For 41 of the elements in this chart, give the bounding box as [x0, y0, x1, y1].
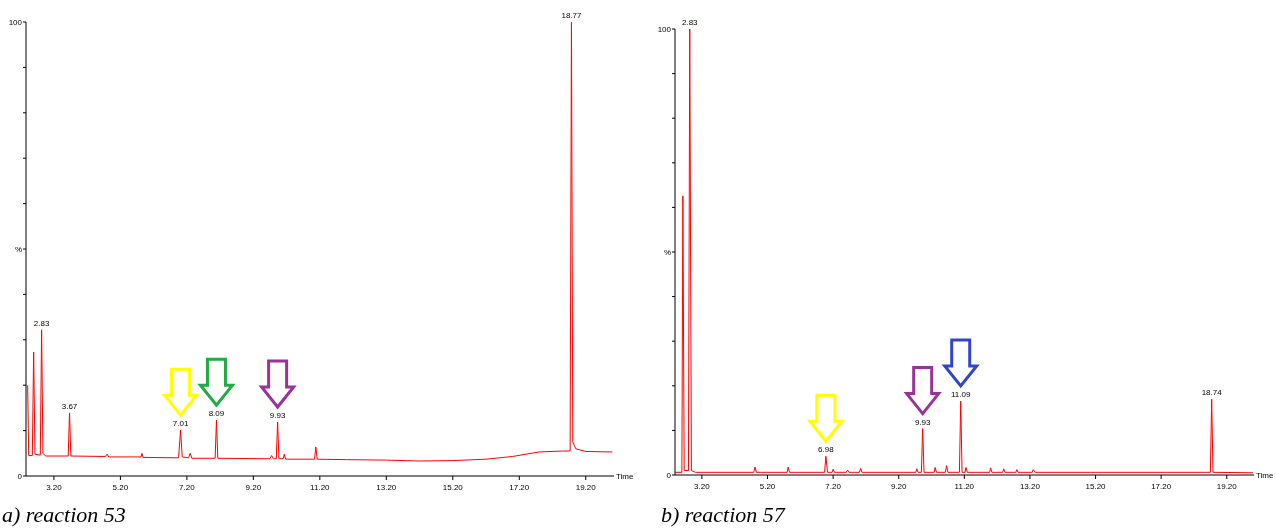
x-axis-title: Time: [1256, 471, 1275, 480]
y-tick-label: 100: [657, 24, 672, 34]
x-tick-label: 19.20: [575, 483, 597, 492]
x-tick-label: 15.20: [1085, 482, 1107, 491]
x-tick-label: 15.20: [442, 483, 464, 492]
x-tick-label: 5.20: [112, 483, 129, 492]
text: b) reaction 57: [661, 502, 786, 527]
x-tick-label: 5.20: [759, 482, 776, 491]
y-tick-label: %: [14, 244, 22, 254]
y-tick-label: 0: [17, 471, 23, 481]
x-axis-title: Time: [616, 472, 635, 481]
annotation: 18.77: [561, 11, 583, 20]
x-tick-label: 17.20: [509, 483, 530, 492]
x-tick-label: 11.20: [954, 482, 975, 491]
text: a) reaction 53: [2, 502, 126, 527]
annotation: 3.67: [61, 401, 78, 411]
annotation: 7.01: [172, 419, 189, 429]
annotation: 8.09: [208, 409, 225, 419]
x-tick-label: 13.20: [1019, 482, 1041, 491]
x-tick-label: 9.20: [890, 482, 908, 491]
x-tick-label: 9.20: [245, 483, 262, 492]
x-tick-label: 3.20: [46, 483, 63, 492]
x-tick-label: 7.20: [825, 482, 842, 491]
annotation: 9.93: [914, 417, 932, 427]
x-tick-label: 19.20: [1216, 482, 1238, 491]
y-tick-label: %: [663, 247, 671, 257]
y-tick-label: 100: [8, 17, 23, 27]
x-tick-label: 3.20: [694, 482, 711, 491]
line-series: [674, 28, 1254, 474]
annotation: 2.83: [681, 18, 699, 27]
y-tick-label: 0: [666, 470, 672, 480]
annotation: 18.74: [1201, 388, 1223, 398]
annotation: 11.09: [951, 389, 971, 399]
x-tick-label: 11.20: [310, 483, 331, 492]
annotation: 6.98: [818, 445, 835, 455]
annotation: 2.83: [33, 318, 50, 328]
annotation: 9.93: [269, 410, 286, 420]
x-tick-label: 13.20: [376, 483, 397, 492]
x-tick-label: 17.20: [1151, 482, 1172, 491]
line-series: [27, 21, 613, 462]
x-tick-label: 7.20: [179, 483, 196, 492]
